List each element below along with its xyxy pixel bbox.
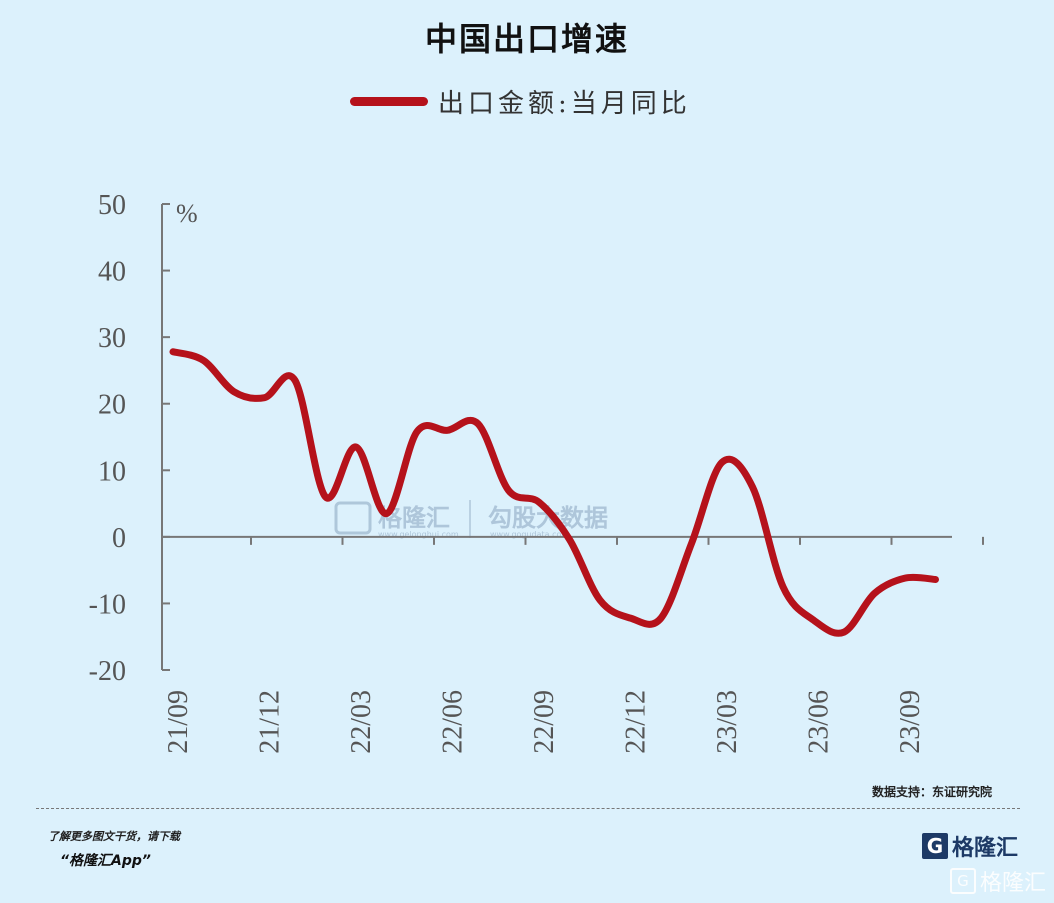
- y-tick-label: 50: [98, 190, 126, 221]
- x-tick-label: 23/03: [712, 690, 743, 754]
- x-tick-label: 23/09: [895, 690, 926, 754]
- y-tick-label: 0: [112, 523, 126, 554]
- footer-app-name: “格隆汇App”: [60, 853, 151, 869]
- logo-text: 格隆汇: [952, 836, 1019, 861]
- corner-watermark-text: 格隆汇: [979, 871, 1046, 896]
- logo-g-icon: G: [922, 833, 948, 859]
- legend-label: 出口金额:当月同比: [438, 88, 691, 119]
- divider: [36, 808, 1020, 809]
- watermark-brand-url: www.gelonghui.com: [378, 530, 459, 539]
- x-axis-labels: 21/09 21/12 22/03 22/06 22/09 22/12 23/03 23/06…: [163, 690, 926, 754]
- x-tick-label: 22/03: [346, 690, 377, 754]
- axes: [161, 203, 984, 671]
- x-tick-label: 21/09: [163, 690, 194, 754]
- brand-logo: G 格隆汇: [922, 830, 1018, 862]
- watermark-logo-icon: [334, 501, 372, 535]
- chart-title: 中国出口增速: [424, 20, 629, 58]
- legend-swatch: [350, 96, 428, 106]
- x-tick-label: 22/09: [529, 690, 560, 754]
- watermark-data-url: www.gogudata.com: [490, 530, 569, 539]
- y-tick-label: 30: [98, 323, 126, 354]
- corner-watermark: G 格隆汇: [949, 865, 1046, 897]
- x-tick-label: 22/06: [438, 690, 469, 754]
- y-tick-label: 20: [98, 390, 126, 421]
- y-tick-label: -10: [89, 589, 126, 620]
- footer-download-hint: 了解更多图文干货，请下载: [48, 830, 180, 843]
- x-tick-label: 21/12: [255, 690, 286, 754]
- x-tick-label: 22/12: [621, 690, 652, 754]
- unit-label: %: [176, 199, 198, 228]
- corner-g-icon: G: [949, 868, 976, 894]
- legend: 出口金额:当月同比: [350, 84, 691, 119]
- x-tick-label: 23/06: [804, 690, 835, 754]
- source-text: 数据支持：东证研究院: [871, 785, 992, 799]
- y-tick-label: -20: [89, 656, 126, 687]
- series-line-export-yoy: [169, 348, 939, 637]
- y-axis-labels: 50 40 30 20 10 0 -10 -20: [89, 190, 126, 687]
- y-tick-label: 10: [98, 456, 126, 487]
- y-tick-label: 40: [98, 257, 126, 288]
